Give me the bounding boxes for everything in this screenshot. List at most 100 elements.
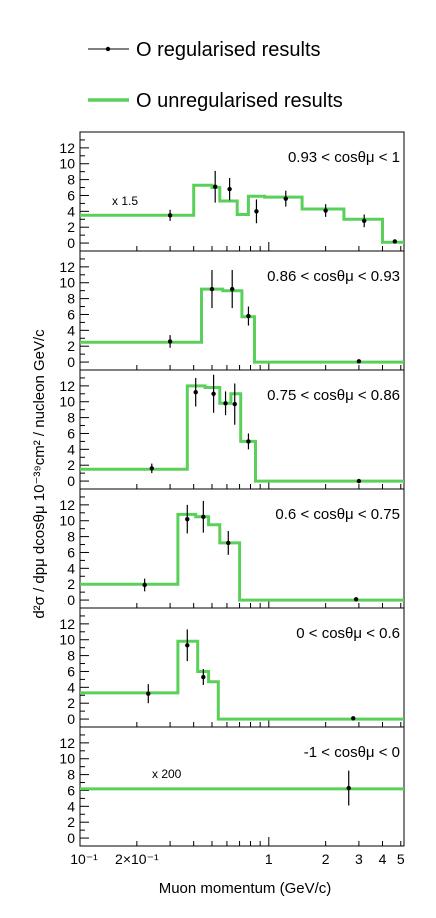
series-regularised-point	[361, 218, 367, 224]
series-regularised-point	[167, 339, 173, 344]
y-tick-label: 6	[67, 306, 75, 322]
y-tick-label: 10	[59, 275, 75, 291]
series-regularised-point	[149, 466, 154, 471]
y-tick-label: 6	[67, 544, 75, 560]
panel-range-label: 0.75 < cosθμ < 0.86	[267, 387, 400, 404]
series-unregularised-histogram	[80, 639, 404, 721]
y-tick-label: 10	[59, 394, 75, 410]
x-tick-label: 2	[322, 851, 330, 867]
series-regularised-point	[146, 691, 151, 696]
series-regularised-point	[356, 359, 362, 364]
y-tick-label: 0	[67, 354, 75, 370]
y-tick-label: 12	[59, 497, 75, 513]
y-tick-label: 12	[59, 140, 75, 156]
series-unregularised-histogram	[80, 183, 404, 244]
x-tick-label: 10⁻¹	[70, 851, 98, 867]
y-tick-label: 2	[67, 576, 75, 592]
y-tick-label: 0	[67, 830, 75, 846]
series-regularised-point	[230, 286, 235, 292]
panel-range-label: 0.86 < cosθμ < 0.93	[267, 268, 400, 285]
series-regularised-point	[211, 391, 216, 396]
y-tick-label: 0	[67, 473, 75, 489]
y-tick-label: 6	[67, 663, 75, 679]
y-tick-label: 4	[67, 322, 75, 338]
x-axis-title: Muon momentum (GeV/c)	[159, 880, 332, 897]
x-tick-label: 5	[397, 851, 405, 867]
series-unregularised-histogram	[80, 287, 404, 364]
y-tick-label: 8	[67, 291, 75, 307]
series-regularised-point	[142, 582, 147, 588]
y-axis-title-text: d²σ / dpμ dcosθμ 10⁻³⁹cm² / nucleon GeV/…	[31, 329, 48, 619]
y-tick-label: 4	[67, 798, 75, 814]
x-tick-label: 2×10⁻¹	[115, 851, 159, 867]
y-tick-label: 10	[59, 751, 75, 767]
x-tick-label: 3	[355, 851, 363, 867]
panel-range-label: -1 < cosθμ < 0	[304, 744, 400, 761]
series-regularised-point	[346, 785, 351, 791]
y-tick-label: 4	[67, 679, 75, 695]
y-tick-label: 8	[67, 529, 75, 545]
y-tick-label: 10	[59, 632, 75, 648]
panel-scale-label: x 200	[152, 767, 182, 781]
panel-frame	[79, 726, 405, 847]
series-regularised-point	[185, 643, 190, 648]
y-tick-label: 4	[67, 560, 75, 576]
y-tick-label: 4	[67, 203, 75, 219]
series-regularised-point	[246, 313, 251, 319]
series-unregularised-histogram	[80, 512, 404, 602]
y-tick-label: 2	[67, 695, 75, 711]
panel-range-label: 0.6 < cosθμ < 0.75	[275, 506, 400, 523]
y-tick-label: 6	[67, 425, 75, 441]
series-regularised-point	[232, 401, 237, 407]
y-axis-title: d²σ / dpμ dcosθμ 10⁻³⁹cm² / nucleon GeV/…	[31, 329, 48, 619]
x-axis-tick-labels: 10⁻¹ 2×10⁻¹ 1 2 3 4 5	[70, 851, 405, 867]
panel-range-label: 0.93 < cosθμ < 1	[288, 149, 400, 166]
series-regularised-point	[201, 674, 206, 680]
series-regularised-point	[226, 540, 231, 546]
x-tick-label: 1	[265, 851, 273, 867]
series-regularised-point	[356, 478, 362, 484]
x-tick-label: 4	[379, 851, 387, 867]
series-regularised-point	[323, 208, 328, 213]
series-regularised-point	[353, 597, 359, 602]
y-tick-label: 8	[67, 172, 75, 188]
y-tick-label: 0	[67, 711, 75, 727]
y-tick-label: 12	[59, 616, 75, 632]
y-tick-label: 6	[67, 782, 75, 798]
series-regularised-point	[283, 196, 288, 201]
y-tick-label: 12	[59, 378, 75, 394]
y-tick-label: 10	[59, 513, 75, 529]
series-regularised-point	[246, 439, 251, 444]
y-tick-label: 10	[59, 156, 75, 172]
y-tick-label: 4	[67, 441, 75, 457]
y-tick-label: 8	[67, 410, 75, 426]
legend-unregularised-label: O unregularised results	[136, 90, 343, 112]
panel-scale-label: x 1.5	[112, 194, 138, 208]
y-tick-label: 0	[67, 235, 75, 251]
series-regularised-point	[212, 184, 218, 189]
y-tick-label: 2	[67, 338, 75, 354]
y-tick-label: 0	[67, 592, 75, 608]
series-regularised-point	[351, 716, 356, 721]
series-regularised-point	[209, 286, 215, 292]
y-tick-label: 2	[67, 457, 75, 473]
y-tick-label: 6	[67, 187, 75, 203]
y-tick-label: 8	[67, 767, 75, 783]
legend: O regularised results O unregularised re…	[88, 39, 343, 112]
series-regularised-point	[201, 514, 206, 519]
legend-regularised-marker	[105, 46, 111, 52]
series-regularised-point	[193, 390, 198, 395]
panel-range-label: 0 < cosθμ < 0.6	[296, 625, 400, 642]
y-tick-label: 12	[59, 735, 75, 751]
series-regularised-point	[167, 213, 173, 218]
series-regularised-point	[185, 516, 190, 522]
y-tick-label: 12	[59, 259, 75, 275]
